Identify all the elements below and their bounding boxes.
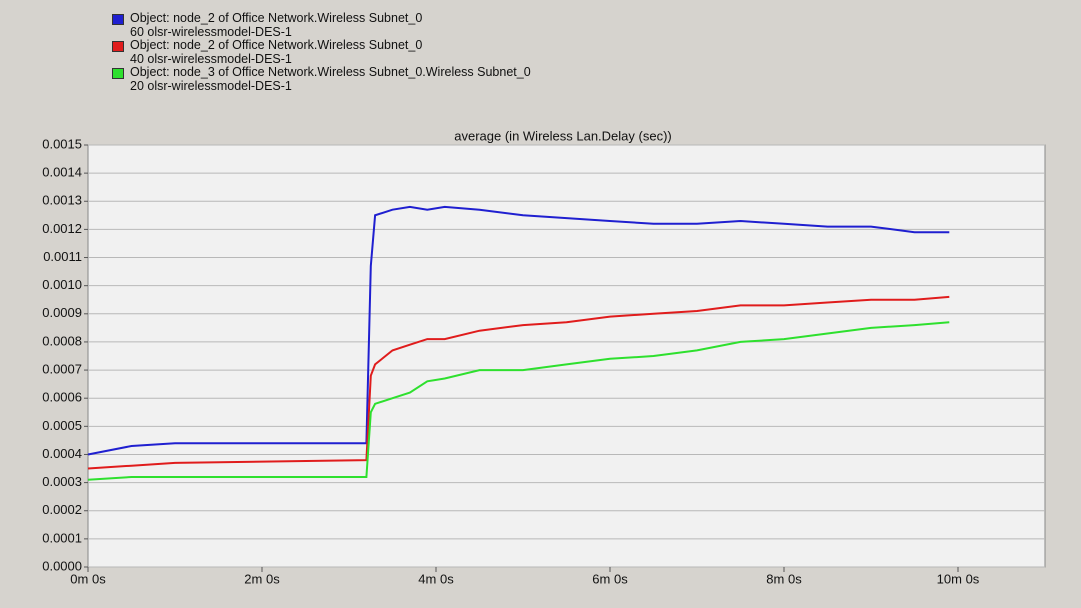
x-tick-label: 8m 0s xyxy=(766,571,802,586)
legend-label: Object: node_2 of Office Network.Wireles… xyxy=(130,38,423,66)
x-tick-label: 0m 0s xyxy=(70,571,106,586)
y-tick-label: 0.0006 xyxy=(42,390,82,405)
legend-swatch xyxy=(112,14,124,25)
legend-item: Object: node_2 of Office Network.Wireles… xyxy=(112,11,531,39)
legend-item: Object: node_3 of Office Network.Wireles… xyxy=(112,65,531,93)
y-tick-label: 0.0004 xyxy=(42,446,82,461)
series-line xyxy=(87,321,950,481)
y-tick-label: 0.0002 xyxy=(42,502,82,517)
y-tick-label: 0.0013 xyxy=(42,193,82,208)
x-tick-label: 2m 0s xyxy=(244,571,280,586)
y-tick-label: 0.0011 xyxy=(43,249,82,264)
plot-area xyxy=(87,144,1046,568)
y-tick-label: 0.0008 xyxy=(42,333,82,348)
legend-item: Object: node_2 of Office Network.Wireles… xyxy=(112,38,531,66)
y-tick-label: 0.0012 xyxy=(42,221,82,236)
y-tick-label: 0.0001 xyxy=(42,530,82,545)
legend-label: Object: node_3 of Office Network.Wireles… xyxy=(130,65,531,93)
series-line xyxy=(87,205,950,456)
y-tick-label: 0.0015 xyxy=(42,136,82,151)
legend-swatch xyxy=(112,68,124,79)
legend-swatch xyxy=(112,41,124,52)
y-tick-label: 0.0005 xyxy=(42,418,82,433)
y-tick-label: 0.0010 xyxy=(42,277,82,292)
legend: Object: node_2 of Office Network.Wireles… xyxy=(112,11,531,93)
chart-subtitle: average (in Wireless Lan.Delay (sec)) xyxy=(454,128,671,143)
y-tick-label: 0.0007 xyxy=(42,362,82,377)
y-tick-label: 0.0003 xyxy=(42,474,82,489)
series-line xyxy=(87,295,950,470)
x-tick-label: 10m 0s xyxy=(937,571,980,586)
x-tick-label: 4m 0s xyxy=(418,571,454,586)
legend-label: Object: node_2 of Office Network.Wireles… xyxy=(130,11,423,39)
y-tick-label: 0.0014 xyxy=(42,165,82,180)
x-tick-label: 6m 0s xyxy=(592,571,628,586)
y-tick-label: 0.0009 xyxy=(42,305,82,320)
y-tick-label: 0.0000 xyxy=(42,558,82,573)
